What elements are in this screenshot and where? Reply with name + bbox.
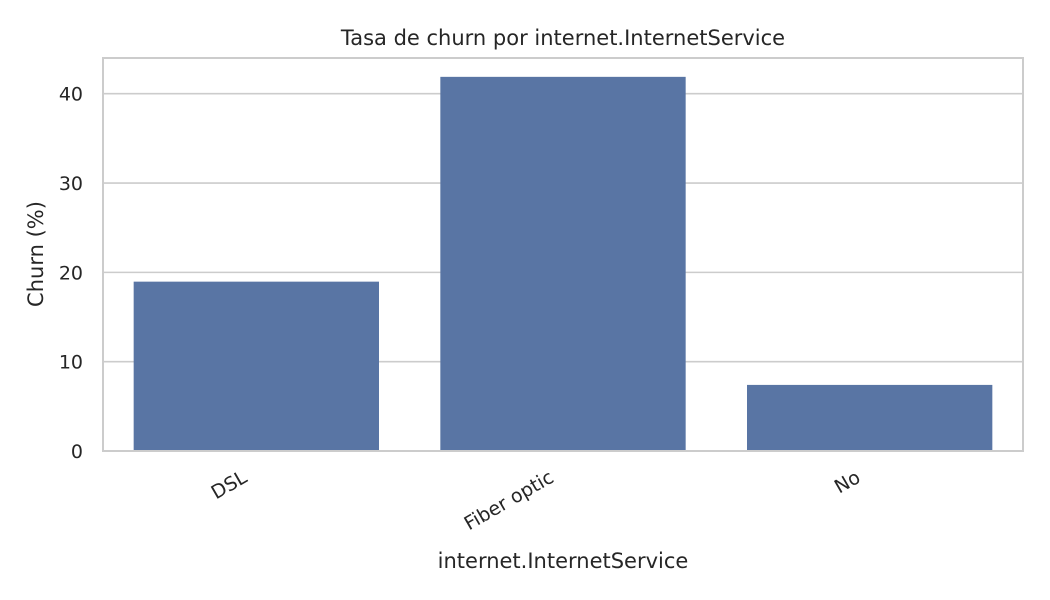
y-tick-label: 0: [71, 441, 83, 463]
y-tick-label: 30: [59, 173, 83, 195]
y-axis-ticks: 0 10 20 30 40: [59, 84, 83, 463]
bar-no: [747, 384, 993, 451]
x-axis-label: internet.InternetService: [438, 549, 689, 573]
chart-title: Tasa de churn por internet.InternetServi…: [340, 26, 785, 50]
bar-fiber-optic: [440, 76, 686, 452]
plot-frame: [102, 57, 1024, 452]
y-tick-label: 40: [59, 84, 83, 106]
x-tick-label: DSL: [208, 466, 252, 504]
y-tick-label: 20: [59, 262, 83, 284]
x-tick-label: No: [831, 466, 864, 498]
x-tick-label: Fiber optic: [461, 466, 558, 535]
y-axis-label: Churn (%): [24, 201, 48, 307]
bar-dsl: [133, 281, 379, 451]
x-axis-ticks: DSL Fiber optic No: [208, 466, 865, 535]
y-tick-label: 10: [59, 352, 83, 374]
bars: [133, 76, 993, 452]
